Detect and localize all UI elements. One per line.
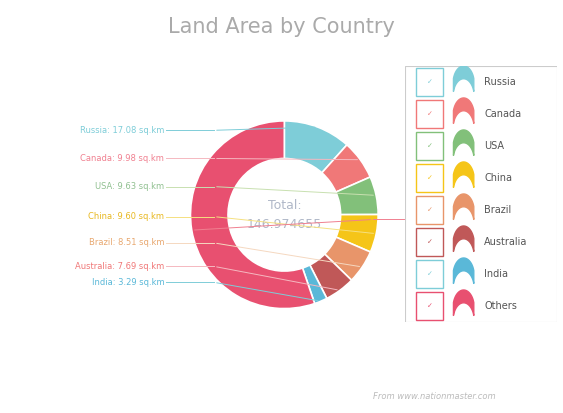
FancyBboxPatch shape	[416, 260, 444, 288]
Text: India: India	[484, 269, 508, 279]
Text: Others: 81.20 sq.km: Others: 81.20 sq.km	[406, 215, 492, 224]
FancyBboxPatch shape	[416, 132, 444, 160]
Text: China: China	[484, 173, 512, 183]
FancyBboxPatch shape	[416, 228, 444, 256]
Text: China: 9.60 sq.km: China: 9.60 sq.km	[88, 212, 164, 221]
Wedge shape	[336, 214, 378, 252]
Wedge shape	[325, 237, 370, 280]
Wedge shape	[190, 121, 315, 309]
Text: Canada: 9.98 sq.km: Canada: 9.98 sq.km	[81, 154, 164, 163]
FancyBboxPatch shape	[405, 66, 557, 322]
Wedge shape	[322, 145, 370, 192]
Text: ✓: ✓	[427, 111, 432, 117]
Text: ✓: ✓	[427, 79, 432, 85]
FancyBboxPatch shape	[416, 100, 444, 128]
Text: Russia: 17.08 sq.km: Russia: 17.08 sq.km	[80, 126, 164, 135]
Text: ✓: ✓	[427, 175, 432, 181]
Text: Australia: 7.69 sq.km: Australia: 7.69 sq.km	[75, 262, 164, 271]
Text: ✓: ✓	[427, 207, 432, 213]
Text: Russia: Russia	[484, 77, 516, 87]
Text: ✓: ✓	[427, 271, 432, 277]
Text: ✓: ✓	[427, 143, 432, 149]
Text: India: 3.29 sq.km: India: 3.29 sq.km	[92, 278, 164, 287]
FancyBboxPatch shape	[416, 292, 444, 320]
Text: Brazil: Brazil	[484, 205, 512, 215]
Text: ✓: ✓	[427, 303, 432, 309]
Text: ✓: ✓	[427, 239, 432, 245]
Wedge shape	[336, 177, 378, 215]
Text: USA: USA	[484, 141, 504, 151]
FancyBboxPatch shape	[416, 68, 444, 96]
Text: Australia: Australia	[484, 237, 528, 247]
FancyBboxPatch shape	[416, 164, 444, 192]
Text: USA: 9.63 sq.km: USA: 9.63 sq.km	[95, 182, 164, 191]
Wedge shape	[284, 121, 347, 173]
Text: Canada: Canada	[484, 109, 521, 119]
Wedge shape	[310, 254, 351, 299]
Text: From www.nationmaster.com: From www.nationmaster.com	[373, 392, 495, 401]
Text: Others: Others	[484, 301, 517, 311]
Text: Total:: Total:	[267, 199, 301, 212]
Text: Land Area by Country: Land Area by Country	[168, 17, 395, 36]
Text: Brazil: 8.51 sq.km: Brazil: 8.51 sq.km	[89, 238, 164, 247]
FancyBboxPatch shape	[416, 196, 444, 224]
Text: 146.974655: 146.974655	[247, 218, 322, 230]
Wedge shape	[302, 265, 327, 304]
